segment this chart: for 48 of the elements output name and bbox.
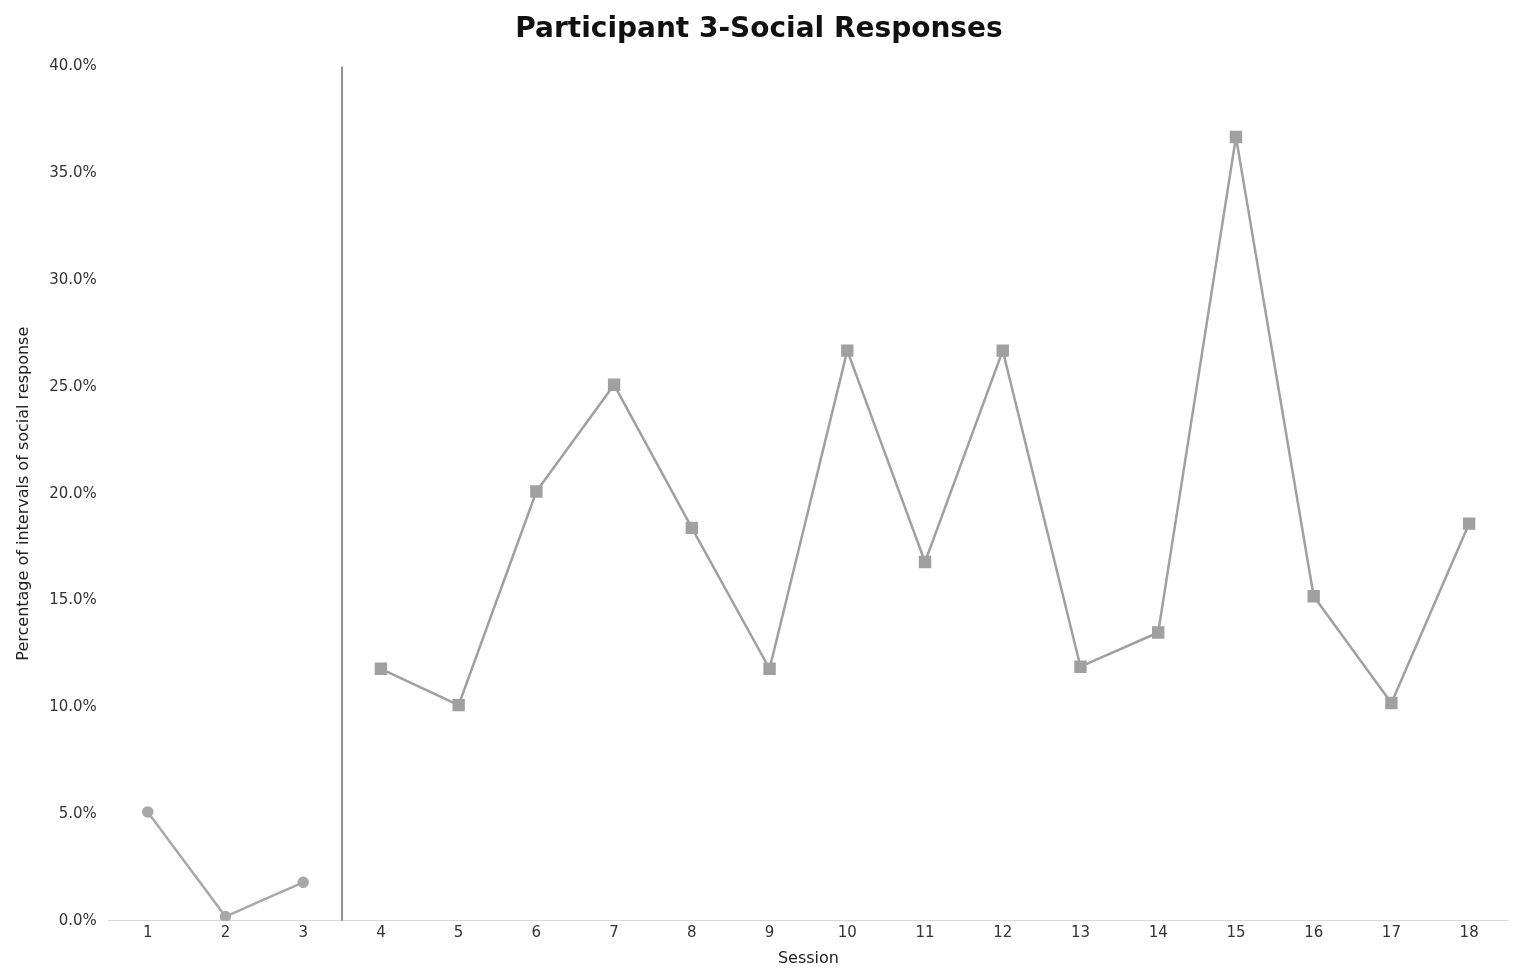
x-tick-label: 2 <box>220 922 231 941</box>
point <box>1307 590 1320 603</box>
x-tick-label: 17 <box>1381 922 1401 941</box>
x-tick-label: 3 <box>298 922 308 941</box>
x-tick-label: 4 <box>376 922 386 941</box>
point <box>1074 660 1087 673</box>
y-tick-label: 0.0% <box>58 910 97 929</box>
x-tick-label: 14 <box>1148 922 1168 941</box>
x-tick-label: 18 <box>1459 922 1479 941</box>
x-tick-label: 11 <box>915 922 935 941</box>
point <box>141 806 154 818</box>
y-axis-title: Percentage of intervals of social response <box>12 326 32 661</box>
point <box>219 910 232 921</box>
point <box>607 378 621 391</box>
y-tick-label: 40.0% <box>49 56 97 75</box>
x-tick-label: 9 <box>764 922 775 941</box>
x-tick-label: 16 <box>1304 922 1324 941</box>
x-axis-title: Session <box>777 947 839 967</box>
x-tick-label: 7 <box>609 922 619 941</box>
y-tick-label: 30.0% <box>49 270 97 289</box>
y-tick-label: 5.0% <box>58 803 97 822</box>
point <box>374 662 388 676</box>
x-tick-label: 5 <box>453 922 464 941</box>
x-tick-label: 13 <box>1070 922 1091 941</box>
point <box>685 521 699 535</box>
point <box>918 555 932 569</box>
point <box>763 662 776 676</box>
x-tick-label: 6 <box>531 922 542 941</box>
point <box>841 344 854 357</box>
chart-title: Participant 3-Social Responses <box>515 11 1003 45</box>
point <box>1152 626 1165 639</box>
x-tick-label: 8 <box>687 922 697 941</box>
x-tick-label: 10 <box>837 922 857 941</box>
point <box>1462 517 1476 530</box>
x-tick-label: 1 <box>142 922 153 941</box>
y-tick-label: 35.0% <box>49 163 97 182</box>
y-tick-label: 25.0% <box>49 376 97 395</box>
y-tick-label: 20.0% <box>49 483 97 502</box>
point <box>996 344 1009 357</box>
point <box>1385 696 1398 710</box>
point <box>530 485 543 498</box>
x-tick-label: 15 <box>1226 922 1246 941</box>
point <box>452 698 465 712</box>
y-tick-label: 15.0% <box>49 590 97 609</box>
point <box>297 876 309 889</box>
x-tick-label: 12 <box>993 922 1013 941</box>
point <box>1229 130 1243 144</box>
y-tick-label: 10.0% <box>49 697 97 716</box>
